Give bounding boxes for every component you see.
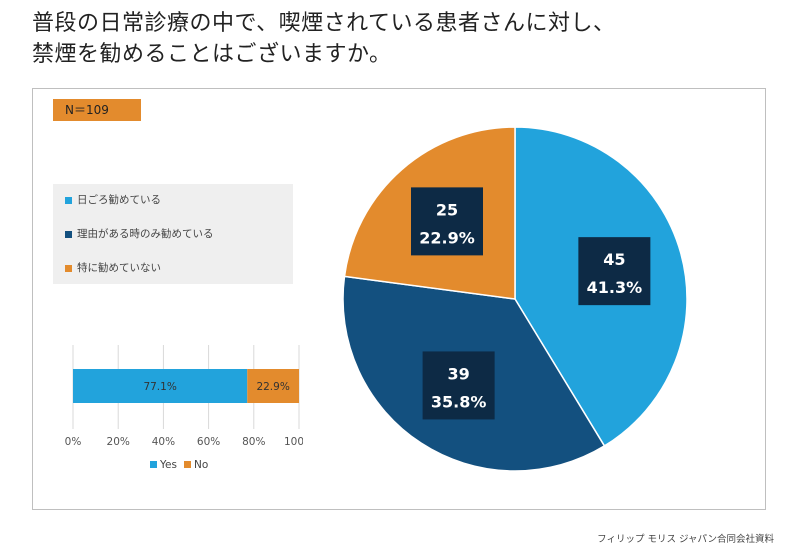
legend-item-daily: 日ごろ勧めている (65, 192, 161, 208)
legend-label-none: 特に勧めていない (77, 262, 161, 274)
data-label-percent-with-reason: 35.8% (431, 392, 487, 411)
data-label-count-daily: 45 (603, 250, 625, 269)
legend-label-daily: 日ごろ勧めている (77, 194, 161, 206)
x-tick-label: 80% (242, 436, 265, 448)
x-tick-label: 0% (65, 436, 82, 448)
pie-legend: 日ごろ勧めている 理由がある時のみ勧めている 特に勧めていない (53, 184, 293, 284)
page-title: 普段の日常診療の中で、喫煙されている患者さんに対し、 禁煙を勧めることはございま… (32, 8, 772, 70)
data-label-box-daily (578, 237, 651, 306)
data-label-count-with-reason: 39 (447, 364, 469, 383)
data-label-percent-none: 22.9% (419, 228, 475, 247)
data-label-count-none: 25 (436, 200, 458, 219)
x-tick-label: 100% (284, 436, 303, 448)
bar-label-yes: 77.1% (143, 381, 176, 393)
source-note: フィリップ モリス ジャパン合同会社資料 (597, 534, 774, 545)
x-tick-label: 20% (107, 436, 130, 448)
sample-size-badge: N＝109 (53, 99, 141, 121)
bar-label-no: 22.9% (256, 381, 289, 393)
data-label-box-none (410, 187, 483, 256)
bar-segment-yes (73, 369, 248, 403)
legend-swatch-none (65, 264, 72, 272)
data-label-percent-daily: 41.3% (587, 278, 643, 297)
title-line-2: 禁煙を勧めることはございますか。 (32, 42, 392, 67)
bar-legend-swatch-no (184, 461, 191, 468)
stacked-bar-chart: 0% 20% 40% 60% 80% 100% 77.1% 22.9% Yes No (65, 345, 303, 471)
bar-legend-swatch-yes (150, 461, 157, 468)
data-label-box-with-reason (422, 351, 495, 420)
pie-chart: 45 41.3% 39 35.8% 25 22.9% (342, 127, 688, 472)
legend-label-with-reason: 理由がある時のみ勧めている (77, 228, 214, 240)
title-line-1: 普段の日常診療の中で、喫煙されている患者さんに対し、 (32, 11, 616, 36)
legend-item-with-reason: 理由がある時のみ勧めている (65, 226, 214, 242)
legend-item-none: 特に勧めていない (65, 260, 161, 276)
bar-segment-no (247, 369, 299, 403)
legend-swatch-daily (65, 196, 72, 204)
x-tick-label: 40% (152, 436, 175, 448)
bar-legend-label-no: No (194, 459, 208, 471)
x-tick-label: 60% (197, 436, 220, 448)
bar-legend-label-yes: Yes (159, 459, 177, 471)
legend-swatch-with-reason (65, 230, 72, 238)
chart-panel: N＝109 日ごろ勧めている 理由がある時のみ勧めている 特に勧めていない 45… (32, 88, 766, 510)
